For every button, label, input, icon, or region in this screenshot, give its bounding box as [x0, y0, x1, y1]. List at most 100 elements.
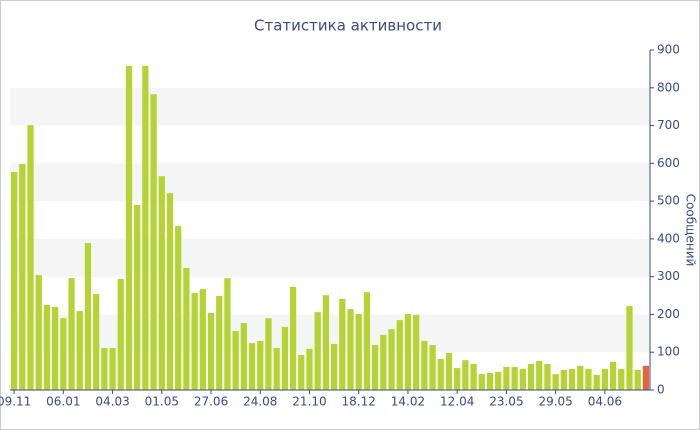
x-tick-label: 06.01 — [46, 395, 80, 409]
y-tick-label: 500 — [657, 194, 680, 208]
x-tick-label: 09.11 — [0, 395, 31, 409]
bar — [404, 314, 412, 390]
bar — [68, 278, 75, 390]
bar — [10, 172, 18, 390]
bar — [454, 368, 461, 390]
bar — [486, 373, 494, 390]
bar — [84, 243, 92, 390]
bar — [232, 331, 239, 390]
y-axis-label: Сообщений — [684, 194, 698, 267]
bar — [601, 368, 608, 390]
bar — [560, 369, 567, 390]
bar — [593, 374, 600, 390]
bar — [142, 65, 149, 390]
bar — [117, 278, 124, 390]
bar — [363, 292, 371, 390]
bar — [527, 363, 535, 390]
bar — [101, 348, 108, 390]
bar — [158, 176, 165, 390]
x-tick-label: 12.04 — [440, 395, 474, 409]
bar — [265, 318, 272, 390]
x-tick-label: 27.06 — [194, 395, 228, 409]
bar — [618, 368, 625, 390]
bar — [207, 312, 215, 390]
bar — [609, 362, 617, 390]
grid-band — [10, 87, 650, 126]
x-tick-label: 14.02 — [391, 395, 425, 409]
x-tick-label: 01.05 — [145, 395, 179, 409]
bar — [437, 359, 444, 390]
x-tick-label: 29.05 — [538, 395, 572, 409]
bar — [27, 125, 34, 390]
bar — [626, 306, 633, 390]
bar — [544, 363, 551, 390]
bar — [330, 343, 338, 390]
x-tick-label: 21.10 — [292, 395, 326, 409]
x-tick-label: 04.03 — [95, 395, 129, 409]
bar — [470, 363, 477, 390]
bar — [503, 366, 510, 390]
bar — [150, 94, 157, 390]
grid-band — [10, 163, 650, 202]
y-tick-label: 100 — [657, 345, 680, 359]
x-tick-label: 18.12 — [342, 395, 376, 409]
grid-band — [10, 238, 650, 277]
bar — [60, 318, 67, 390]
bar — [199, 289, 206, 390]
bar — [519, 368, 526, 390]
bar — [314, 312, 321, 390]
chart-title: Статистика активности — [254, 17, 442, 35]
bar — [585, 368, 592, 390]
bar — [339, 298, 346, 390]
bar — [634, 369, 641, 390]
y-tick-label: 200 — [657, 307, 680, 321]
bar — [306, 348, 313, 390]
bar — [35, 275, 42, 390]
bar — [257, 340, 264, 390]
bar — [281, 326, 288, 390]
bar — [347, 309, 354, 390]
bar — [577, 365, 584, 390]
bar — [183, 267, 190, 390]
bar — [240, 323, 247, 390]
bar — [396, 320, 403, 390]
x-tick-label: 24.08 — [243, 395, 277, 409]
bar — [93, 294, 100, 390]
bar — [429, 345, 436, 390]
bar — [421, 340, 428, 390]
y-tick-label: 400 — [657, 231, 680, 245]
bar — [248, 343, 256, 390]
bar — [568, 368, 576, 390]
bar — [166, 193, 174, 390]
y-tick-label: 300 — [657, 269, 680, 283]
bar — [642, 365, 650, 390]
y-tick-label: 700 — [657, 118, 680, 132]
bar — [298, 354, 305, 390]
y-tick-label: 900 — [657, 43, 680, 57]
bar — [289, 286, 297, 390]
bar — [224, 278, 231, 390]
y-tick-label: 0 — [657, 383, 665, 397]
bar — [536, 360, 543, 390]
grid-band — [10, 314, 650, 353]
bar — [134, 204, 141, 390]
bar — [52, 306, 59, 390]
bar — [388, 329, 395, 390]
bar — [413, 314, 420, 390]
bar — [273, 348, 280, 390]
bar — [19, 164, 26, 390]
y-tick-label: 800 — [657, 80, 680, 94]
bar — [462, 360, 469, 390]
bar — [478, 374, 485, 390]
bar — [175, 226, 182, 390]
bar — [552, 374, 559, 390]
x-tick-label: 23.05 — [489, 395, 523, 409]
bar — [511, 366, 518, 390]
bar — [216, 295, 223, 390]
bar — [372, 345, 379, 390]
bar — [191, 292, 198, 390]
bar — [495, 371, 502, 390]
bar — [125, 65, 133, 390]
y-tick-label: 600 — [657, 156, 680, 170]
